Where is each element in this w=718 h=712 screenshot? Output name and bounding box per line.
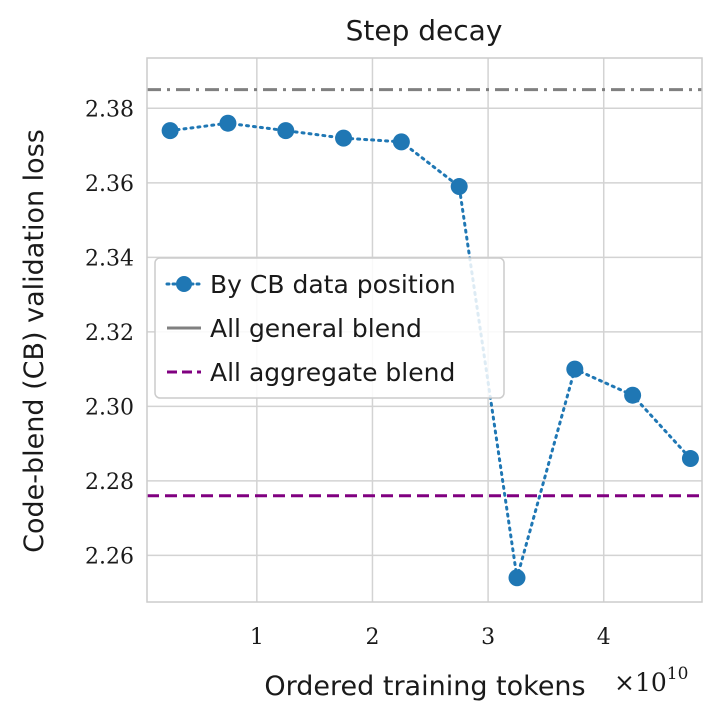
x-tick-labels: 1 2 3 4 (250, 625, 611, 650)
y-tick-label: 2.34 (85, 246, 134, 271)
data-point (392, 133, 410, 151)
x-axis-multiplier: ×1010 (614, 664, 688, 697)
reference-lines (147, 88, 702, 498)
legend-marker-by-cb-position (176, 276, 192, 292)
data-point (681, 450, 699, 468)
data-point (335, 129, 353, 147)
x-tick-label: 1 (250, 625, 264, 650)
y-tick-label: 2.38 (85, 97, 134, 122)
x-axis-title: Ordered training tokens (264, 671, 585, 702)
data-point (161, 122, 179, 140)
y-tick-label: 2.36 (85, 172, 134, 197)
x-tick-label: 3 (481, 625, 495, 650)
y-tick-labels: 2.26 2.28 2.30 2.32 2.34 2.36 2.38 (85, 97, 134, 569)
legend-label-by-cb-position: By CB data position (210, 270, 456, 299)
legend: By CB data position All general blend Al… (154, 257, 505, 399)
legend-label-aggregate-blend: All aggregate blend (210, 358, 455, 387)
y-axis-title: Code-blend (CB) validation loss (19, 129, 50, 553)
y-tick-label: 2.32 (85, 321, 134, 346)
data-point (566, 360, 584, 378)
y-tick-label: 2.30 (85, 395, 134, 420)
chart-title: Step decay (346, 14, 503, 47)
data-point (624, 386, 642, 404)
x-tick-label: 2 (365, 625, 379, 650)
x-tick-label: 4 (597, 625, 611, 650)
legend-label-general-blend: All general blend (210, 314, 422, 343)
data-point (450, 178, 468, 196)
y-tick-label: 2.28 (85, 470, 134, 495)
legend-box (154, 257, 505, 399)
data-point (219, 114, 237, 132)
plot-border (146, 57, 703, 603)
series-line (168, 121, 692, 579)
plot-frame (146, 57, 703, 603)
data-point (508, 569, 526, 587)
data-point (277, 122, 295, 140)
x-axis-multiplier-exponent: 10 (667, 664, 689, 684)
x-axis-multiplier-base: ×10 (614, 668, 667, 697)
y-tick-label: 2.26 (85, 544, 134, 569)
series-layer (161, 114, 699, 587)
